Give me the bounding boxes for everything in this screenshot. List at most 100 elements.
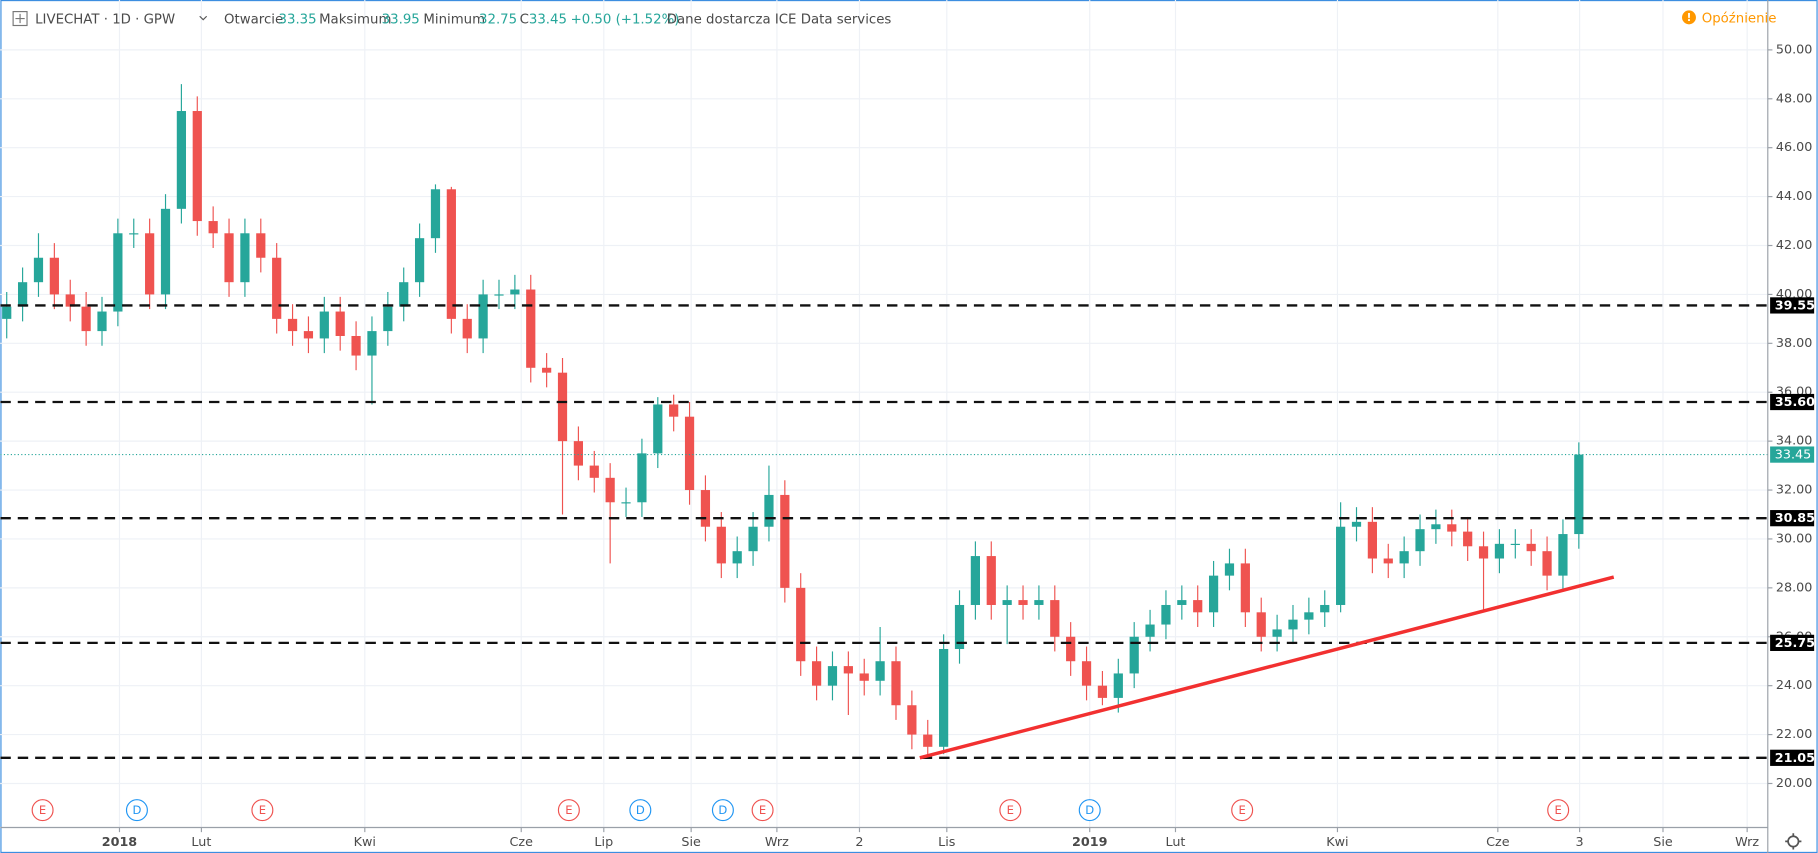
candle-body — [1526, 543, 1536, 552]
symbol[interactable]: LIVECHAT · 1D · GPW — [35, 13, 175, 28]
level-label: 21.05 — [1775, 751, 1815, 766]
candle-body — [1161, 604, 1171, 625]
candle-body — [859, 673, 869, 681]
candle-body — [399, 282, 409, 307]
x-tick-label: Cze — [510, 835, 534, 850]
level-label: 35.60 — [1775, 395, 1815, 410]
level-label: 25.75 — [1775, 636, 1815, 651]
delay-icon — [1682, 10, 1696, 25]
candle-body — [49, 257, 59, 295]
level-label-box — [1770, 634, 1815, 651]
candle-body — [1478, 546, 1489, 559]
candle-body — [367, 331, 377, 356]
x-tick-label: 2018 — [102, 835, 138, 850]
candle-body — [17, 282, 28, 307]
event-label: E — [1007, 803, 1014, 817]
event-marker — [711, 799, 734, 822]
delay-label[interactable]: Opóźnienie — [1702, 11, 1777, 27]
y-tick-label: 24.00 — [1776, 678, 1812, 693]
candle-body — [1129, 636, 1139, 674]
candle-body — [430, 189, 441, 239]
symbol-dropdown[interactable] — [199, 15, 208, 21]
candle-body — [224, 233, 234, 283]
candle-body — [160, 208, 171, 295]
candle-body — [1240, 563, 1250, 613]
level-label: 30.85 — [1775, 511, 1815, 526]
high-label: Maksimum — [319, 13, 391, 28]
candle-body — [1558, 534, 1568, 576]
candle-body — [557, 372, 568, 442]
event-marker — [557, 799, 580, 822]
last-price-label: 33.45 — [1775, 448, 1811, 463]
candle-body — [1336, 526, 1346, 605]
level-label-box — [1770, 297, 1815, 314]
candle-body — [1367, 521, 1377, 559]
candle-body — [954, 604, 965, 649]
candle-body — [1066, 636, 1076, 662]
event-marker — [251, 799, 274, 822]
x-tick-label: Kwi — [1326, 835, 1348, 850]
x-tick-label: Lip — [594, 835, 613, 850]
event-marker — [125, 799, 148, 822]
close-value: 33.45 — [529, 13, 567, 28]
y-tick-label: 30.00 — [1776, 531, 1812, 546]
candle-body — [303, 331, 314, 339]
candle-body — [272, 257, 282, 319]
candle-body — [1034, 600, 1044, 605]
settings-gear-teeth — [1785, 833, 1802, 850]
candle-body — [1050, 600, 1060, 637]
y-tick-label: 32.00 — [1776, 483, 1812, 498]
candle-body — [1351, 521, 1362, 527]
candle-body — [81, 306, 91, 332]
candle-body — [891, 661, 901, 706]
candle-body — [2, 306, 12, 319]
y-tick-label: 44.00 — [1776, 189, 1812, 204]
event-label: D — [132, 803, 141, 817]
candle-body — [462, 318, 472, 339]
candle-body — [319, 311, 329, 339]
candle-body — [748, 526, 758, 552]
candle-body — [240, 233, 250, 283]
x-tick-label: Lis — [938, 835, 956, 850]
level-label: 39.55 — [1775, 299, 1815, 314]
candle-body — [907, 705, 917, 735]
candle-body — [1463, 531, 1473, 547]
candle-body — [796, 587, 806, 662]
event-label: E — [1239, 803, 1246, 817]
data-source: Dane dostarcza ICE Data services — [667, 13, 892, 28]
open-value: 33.35 — [279, 13, 317, 28]
candle-body — [764, 494, 774, 527]
candle-body — [542, 367, 552, 373]
candle-body — [1145, 624, 1155, 637]
candle-body — [97, 311, 107, 332]
settings-icon[interactable] — [1785, 833, 1802, 850]
candle-body — [351, 335, 361, 356]
candle-body — [780, 494, 790, 588]
expand-icon[interactable] — [12, 11, 28, 27]
candle-body — [1415, 529, 1425, 552]
x-tick-label: Wrz — [1735, 835, 1759, 850]
candle-body — [700, 490, 711, 527]
candle-body — [716, 526, 726, 564]
candle-body — [1542, 551, 1552, 576]
grid — [0, 0, 1768, 828]
x-tick-label: Sie — [1653, 835, 1673, 850]
candle-body — [383, 306, 393, 332]
candle-body — [923, 734, 933, 747]
close-label: C — [520, 13, 529, 28]
candle-body — [478, 294, 488, 339]
candle-body — [208, 221, 218, 234]
candle-body — [811, 661, 822, 686]
x-tick-label: Cze — [1486, 835, 1510, 850]
candle-body — [113, 233, 123, 312]
event-marker — [31, 799, 54, 822]
candle-body — [1574, 454, 1584, 535]
event-marker — [1231, 799, 1254, 822]
candle-body — [1081, 661, 1092, 686]
candle-body — [1399, 551, 1409, 564]
y-tick-label: 20.00 — [1776, 776, 1812, 791]
event-marker — [1078, 799, 1101, 822]
candle-body — [287, 318, 298, 332]
x-tick-label: Lut — [1166, 835, 1186, 850]
